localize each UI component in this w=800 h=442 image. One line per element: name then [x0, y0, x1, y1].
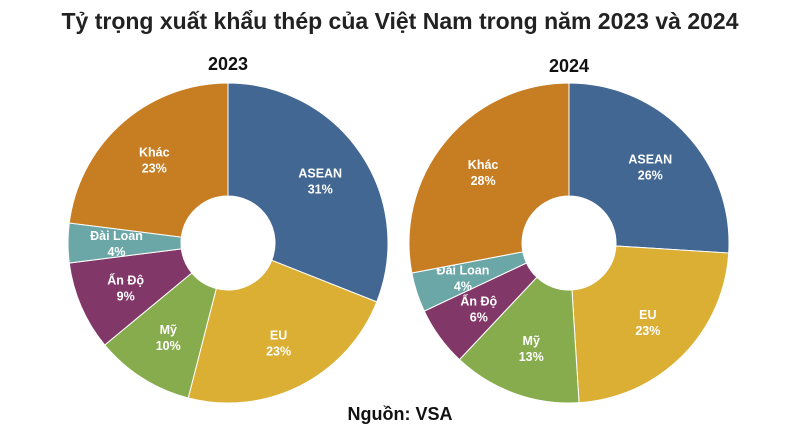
slice-label: Ấn Độ: [107, 272, 144, 287]
slice-label: EU: [270, 328, 287, 342]
slice-Khác: [68, 82, 229, 238]
slice-label: Đài Loan: [90, 229, 143, 243]
slice-value: 23%: [635, 324, 660, 338]
slice-label: ASEAN: [628, 153, 672, 167]
slice-label: Ấn Độ: [460, 294, 497, 309]
slice-ASEAN: [227, 82, 389, 303]
slice-Mỹ: [458, 276, 580, 404]
slice-value: 4%: [107, 245, 125, 259]
slice-label: Khác: [139, 145, 170, 159]
chart-title: Tỷ trọng xuất khẩu thép của Việt Nam tro…: [61, 8, 739, 34]
slice-label: Đài Loan: [437, 263, 490, 277]
slice-EU: [187, 259, 378, 404]
slice-value: 13%: [519, 350, 544, 364]
slice-label: Mỹ: [523, 334, 540, 348]
slice-value: 26%: [638, 169, 663, 183]
chart-year-label: 2023: [208, 54, 248, 74]
source-note: Nguồn: VSA: [347, 404, 453, 424]
donut-chart-2024: 2024 ASEAN 26% EU 23% Mỹ 13% Ấn Độ 6% Đài Loan 4% K…: [408, 56, 730, 404]
slice-value: 10%: [156, 339, 181, 353]
chart-year-label: 2024: [549, 56, 589, 76]
slice-ASEAN: [568, 82, 730, 254]
slice-label: Mỹ: [160, 323, 177, 337]
slice-label: Khác: [468, 158, 499, 172]
slice-label: EU: [639, 308, 656, 322]
slice-value: 6%: [470, 311, 488, 325]
slice-label: ASEAN: [298, 166, 342, 180]
slice-value: 4%: [454, 279, 472, 293]
slice-value: 28%: [471, 174, 496, 188]
slice-Khác: [408, 82, 570, 274]
slice-value: 23%: [266, 344, 291, 358]
slice-value: 31%: [308, 182, 333, 196]
donut-chart-2023: 2023 ASEAN 31% EU 23% Mỹ 10% Ấn Độ 9% Đài Loan 4% K…: [67, 54, 389, 404]
slice-value: 9%: [117, 289, 135, 303]
slice-EU: [571, 245, 730, 404]
slice-value: 23%: [142, 161, 167, 175]
